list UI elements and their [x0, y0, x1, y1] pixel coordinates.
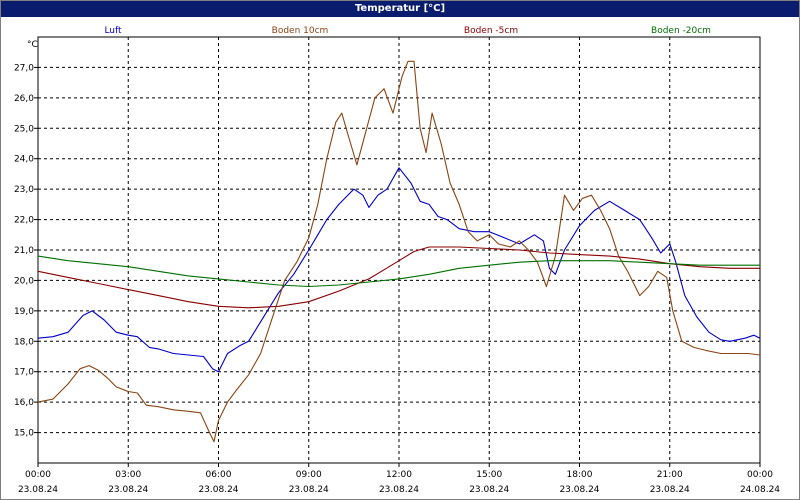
y-tick-label: 24,0 [14, 155, 34, 165]
y-tick-label: 25,0 [14, 124, 34, 134]
chart-title: Temperatur [°C] [1, 1, 799, 17]
series-line-4 [37, 255, 760, 288]
legend-entry: Boden 10cm [272, 26, 329, 36]
x-tick-date: 23.08.24 [18, 485, 58, 495]
x-tick-date: 23.08.24 [650, 485, 690, 495]
series-line-2 [37, 60, 761, 443]
y-tick-label: 23,0 [14, 185, 34, 195]
x-tick-date: 24.08.24 [740, 485, 780, 495]
y-tick-label: 16,0 [14, 398, 34, 408]
grid [38, 37, 760, 463]
x-tick-date: 23.08.24 [469, 485, 509, 495]
series-line-3 [37, 246, 760, 309]
x-tick-time: 18:00 [567, 470, 593, 480]
x-tick-date: 23.08.24 [108, 485, 148, 495]
x-tick-time: 09:00 [296, 470, 322, 480]
x-tick-time: 06:00 [206, 470, 232, 480]
legend-entry: Boden -5cm [464, 26, 518, 36]
x-tick-time: 00:00 [747, 470, 773, 480]
x-tick-time: 15:00 [476, 470, 502, 480]
x-tick-date: 23.08.24 [379, 485, 419, 495]
y-tick-label: 22,0 [14, 216, 34, 226]
y-tick-label: 20,0 [14, 276, 34, 286]
series-lines [37, 60, 761, 443]
y-tick-label: 21,0 [14, 246, 34, 256]
x-axis: 00:00 23.08.24 03:00 23.08.24 06:00 23.08.24 0… [18, 463, 780, 495]
y-axis-unit: °C [27, 40, 38, 50]
x-tick-time: 00:00 [25, 470, 51, 480]
x-tick-time: 21:00 [657, 470, 683, 480]
y-tick-label: 17,0 [14, 368, 34, 378]
legend: Luft Boden 10cm Boden -5cm Boden -20cm [104, 26, 711, 36]
x-tick-date: 23.08.24 [289, 485, 329, 495]
x-tick-date: 23.08.24 [559, 485, 599, 495]
y-tick-label: 15,0 [14, 429, 34, 439]
series-line-1 [37, 167, 761, 373]
y-axis: 15,0 16,0 17,0 18,0 19,0 20,0 21,0 22,0 23,0 24,0… [14, 63, 38, 439]
y-tick-label: 19,0 [14, 307, 34, 317]
x-tick-date: 23.08.24 [198, 485, 238, 495]
legend-entry: Boden -20cm [651, 26, 711, 36]
y-tick-label: 18,0 [14, 337, 34, 347]
x-tick-time: 12:00 [386, 470, 412, 480]
legend-entry: Luft [104, 26, 122, 36]
y-tick-label: 27,0 [14, 63, 34, 73]
y-tick-label: 26,0 [14, 94, 34, 104]
x-tick-time: 03:00 [115, 470, 141, 480]
